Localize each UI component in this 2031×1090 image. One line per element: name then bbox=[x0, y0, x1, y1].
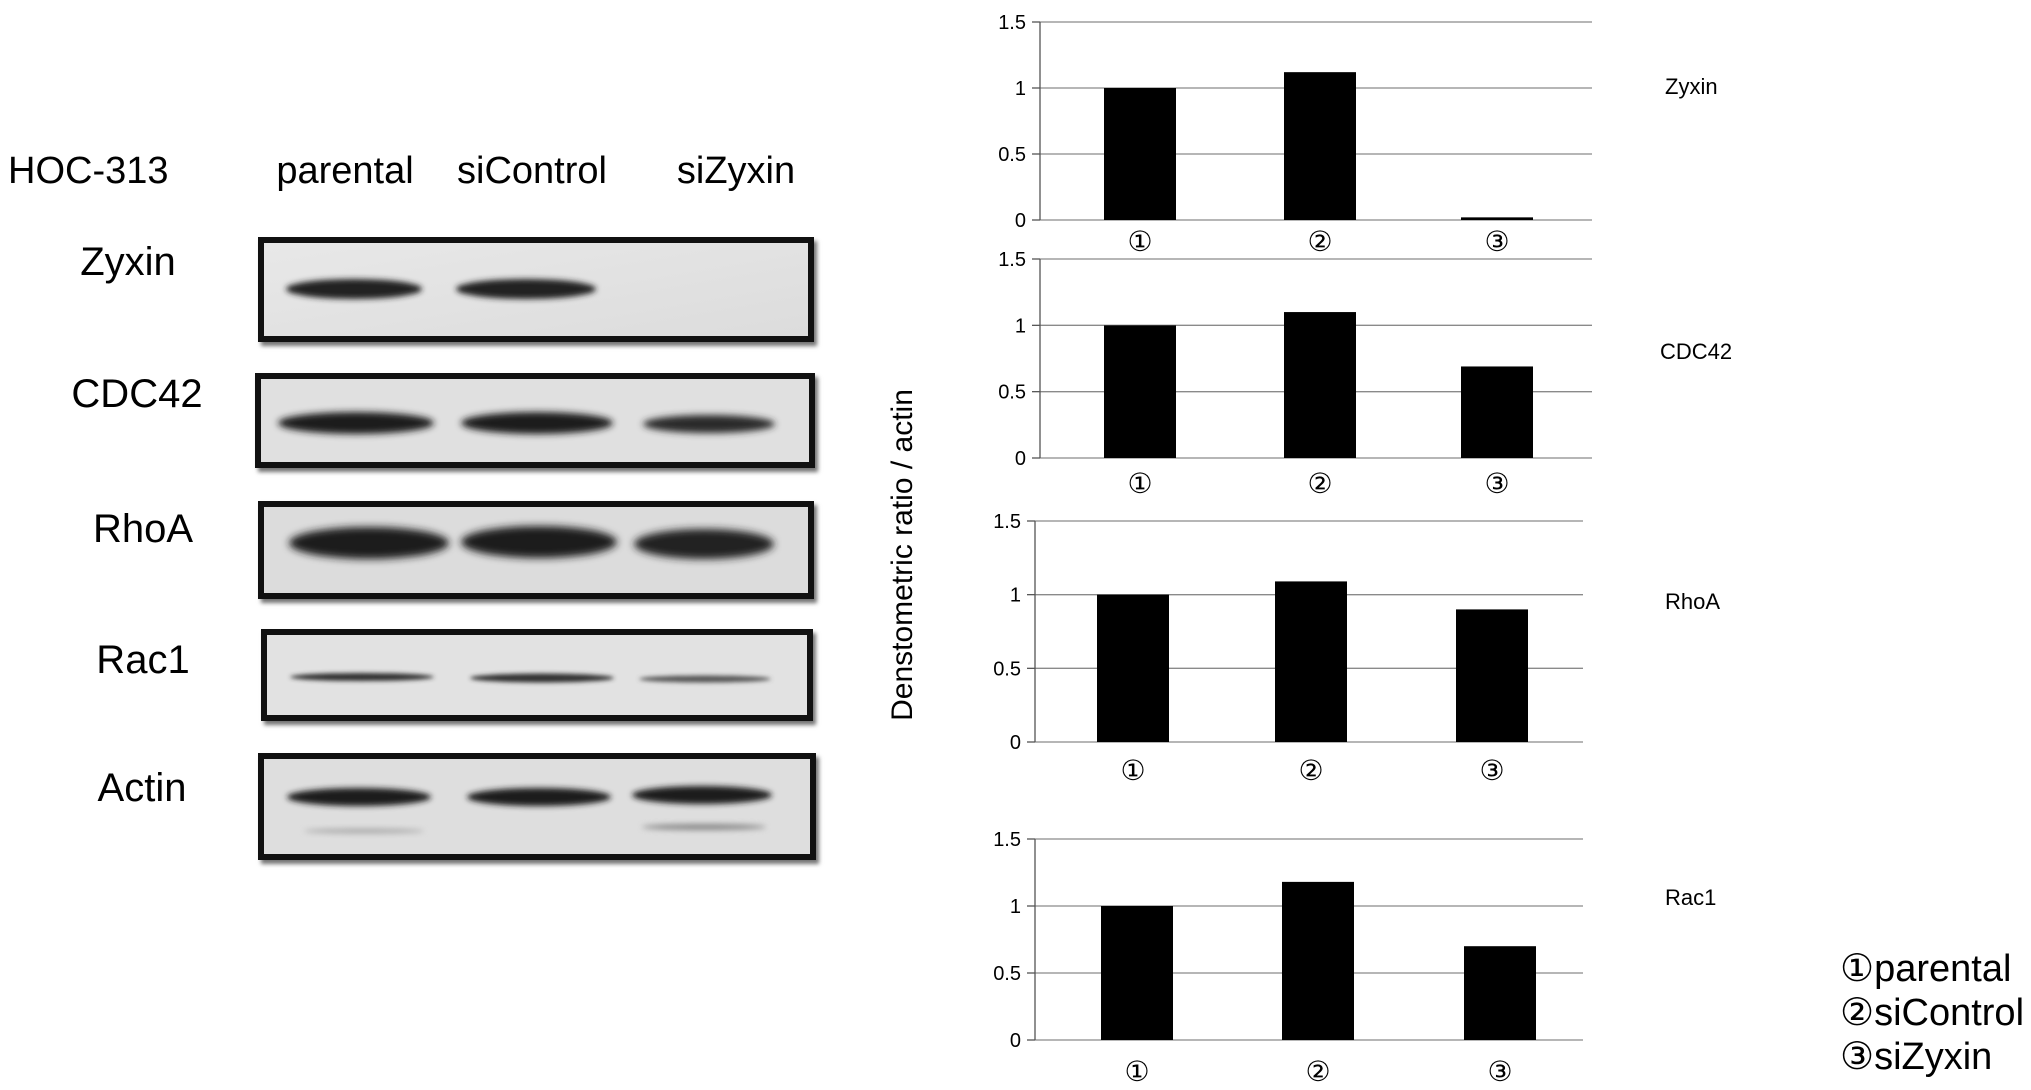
lane-label-parental: parental bbox=[276, 150, 414, 192]
x-category-label: ③ bbox=[1487, 1055, 1512, 1088]
blot-row-label-zyxin: Zyxin bbox=[80, 240, 176, 284]
y-tick-label: 1.5 bbox=[993, 511, 1021, 533]
blot-image-actin bbox=[264, 759, 810, 854]
blot-panel-rac1 bbox=[261, 629, 813, 721]
x-category-label: ② bbox=[1307, 467, 1332, 500]
x-category-label: ② bbox=[1305, 1055, 1330, 1088]
x-category-label: ① bbox=[1127, 467, 1152, 500]
y-tick-label: 0 bbox=[1010, 732, 1021, 754]
y-tick-label: 1 bbox=[1010, 896, 1021, 918]
y-tick-label: 1 bbox=[1015, 78, 1026, 100]
x-category-label: ① bbox=[1124, 1055, 1149, 1088]
y-tick-label: 1.5 bbox=[998, 249, 1026, 271]
blot-panel-rhoa bbox=[258, 501, 814, 599]
chart-title: RhoA bbox=[1665, 589, 1720, 614]
x-category-label: ③ bbox=[1484, 467, 1509, 500]
cell-line-label: HOC-313 bbox=[8, 150, 169, 192]
bar-1 bbox=[1101, 906, 1173, 1040]
y-tick-label: 0.5 bbox=[998, 382, 1026, 404]
chart-title: Rac1 bbox=[1665, 885, 1716, 910]
bar-1 bbox=[1104, 325, 1176, 458]
x-category-label: ② bbox=[1307, 225, 1332, 258]
y-tick-label: 0.5 bbox=[993, 658, 1021, 680]
blot-image-rhoa bbox=[264, 507, 808, 593]
blot-row-label-rhoa: RhoA bbox=[92, 507, 194, 551]
legend-item-sicontrol: ②siControl bbox=[1840, 992, 2025, 1034]
blot-row-label-cdc42: CDC42 bbox=[71, 372, 203, 416]
bar-chart-cdc42: 0 0.5 1 1.5 ① ② ③ CDC42 bbox=[998, 249, 1732, 500]
bar-2 bbox=[1282, 881, 1354, 1040]
bar-1 bbox=[1104, 88, 1176, 220]
y-tick-label: 1.5 bbox=[993, 829, 1021, 851]
y-tick-label: 0.5 bbox=[993, 963, 1021, 985]
y-tick-label: 1.5 bbox=[998, 12, 1026, 34]
chart-title: CDC42 bbox=[1660, 339, 1732, 364]
blot-image-zyxin bbox=[264, 243, 808, 336]
y-tick-label: 0 bbox=[1015, 448, 1026, 470]
bar-chart-rhoa: 0 0.5 1 1.5 ① ② ③ RhoA bbox=[993, 511, 1720, 787]
x-category-label: ③ bbox=[1479, 754, 1504, 787]
bar-2 bbox=[1275, 581, 1347, 742]
bar-3 bbox=[1461, 217, 1533, 220]
bar-3 bbox=[1456, 609, 1528, 742]
bar-2 bbox=[1284, 312, 1356, 458]
bar-1 bbox=[1097, 594, 1169, 742]
y-tick-label: 0 bbox=[1010, 1030, 1021, 1052]
lane-label-sicontrol: siControl bbox=[457, 150, 607, 192]
bar-2 bbox=[1284, 72, 1356, 220]
y-tick-label: 1 bbox=[1010, 585, 1021, 607]
x-category-label: ① bbox=[1120, 754, 1145, 787]
blot-row-label-actin: Actin bbox=[97, 766, 187, 810]
blot-image-cdc42 bbox=[261, 379, 809, 462]
y-tick-label: 1 bbox=[1015, 315, 1026, 337]
x-category-label: ① bbox=[1127, 225, 1152, 258]
bar-chart-rac1: 0 0.5 1 1.5 ① ② ③ Rac1 bbox=[993, 829, 1716, 1088]
blot-panel-zyxin bbox=[258, 237, 814, 342]
lane-label-sizyxin: siZyxin bbox=[676, 150, 796, 192]
bar-chart-zyxin: 0 0.5 1 1.5 ① ② ③ Zyxin bbox=[998, 12, 1717, 258]
y-tick-label: 0 bbox=[1015, 210, 1026, 232]
blot-row-label-rac1: Rac1 bbox=[96, 638, 190, 682]
x-category-label: ② bbox=[1298, 754, 1323, 787]
blot-panel-cdc42 bbox=[255, 373, 815, 468]
chart-title: Zyxin bbox=[1665, 74, 1718, 99]
bar-3 bbox=[1461, 366, 1533, 458]
legend-item-parental: ①parental bbox=[1840, 948, 2012, 990]
x-category-label: ③ bbox=[1484, 225, 1509, 258]
blot-image-rac1 bbox=[267, 635, 807, 715]
bar-3 bbox=[1464, 946, 1536, 1040]
legend-item-sizyxin: ③siZyxin bbox=[1840, 1036, 1993, 1078]
blot-panel-actin bbox=[258, 753, 816, 860]
y-tick-label: 0.5 bbox=[998, 144, 1026, 166]
